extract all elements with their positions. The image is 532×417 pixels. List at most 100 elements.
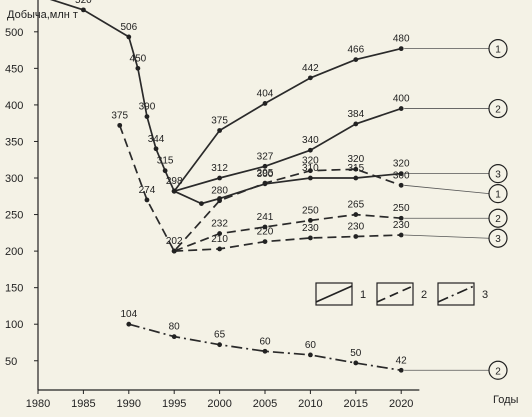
legend-swatch	[437, 285, 475, 303]
data-point	[262, 239, 268, 245]
data-point	[126, 321, 132, 327]
series-line	[173, 213, 402, 252]
data-label: 265	[347, 200, 364, 211]
data-label: 506	[120, 22, 137, 33]
data-label: 250	[393, 203, 410, 214]
x-tick-label: 1995	[162, 398, 186, 410]
axes: 1980 1985 1990 1995 2000 2005 2010 2015 2020 50 10…	[5, 0, 420, 410]
data-label: 344	[148, 134, 165, 145]
data-point	[398, 232, 404, 238]
data-label: 390	[139, 102, 156, 113]
data-label: 104	[120, 309, 137, 320]
data-label: 375	[111, 110, 128, 121]
series-marker-circle	[488, 164, 508, 184]
legend-swatch	[315, 285, 353, 303]
y-tick-label: 400	[5, 100, 23, 112]
series-marker-circle	[488, 184, 508, 204]
x-tick-label: 1990	[117, 398, 141, 410]
data-label: 300	[257, 169, 274, 180]
data-point	[398, 367, 404, 373]
data-label: 520	[75, 0, 92, 6]
data-point	[398, 171, 404, 177]
data-point	[199, 201, 204, 206]
marker-leader	[404, 234, 490, 239]
y-tick-label: 500	[5, 27, 23, 39]
data-label: 327	[257, 151, 274, 162]
data-point	[353, 360, 359, 366]
data-point	[81, 7, 86, 13]
data-point	[262, 101, 268, 106]
data-point	[353, 175, 359, 181]
data-label: 60	[305, 340, 317, 351]
legend: 1 2 3	[315, 282, 488, 306]
x-tick-label: 2005	[253, 398, 277, 410]
data-point	[171, 188, 177, 194]
data-point	[217, 246, 223, 252]
data-label: 340	[302, 135, 319, 146]
x-axis-title: Годы	[493, 394, 519, 406]
x-tick-label: 2015	[344, 398, 368, 410]
y-tick-label: 150	[5, 283, 23, 295]
data-point	[353, 121, 359, 127]
data-point	[308, 168, 313, 174]
legend-box	[437, 282, 475, 306]
series-line	[174, 234, 402, 252]
data-label: 450	[130, 53, 147, 64]
data-point	[308, 218, 313, 223]
data-label: 315	[157, 156, 174, 167]
series-line	[173, 107, 402, 193]
data-point	[308, 75, 313, 81]
y-tick-label: 200	[5, 246, 23, 258]
data-point	[153, 146, 159, 152]
y-tick-label: 350	[5, 136, 23, 148]
y-tick-label: 100	[5, 319, 23, 331]
data-label: 375	[211, 115, 228, 126]
data-label: 42	[396, 355, 408, 366]
data-point	[262, 348, 268, 354]
data-point	[217, 342, 223, 348]
series-line	[173, 172, 402, 205]
data-point	[135, 65, 141, 71]
series-marker-label: 2	[495, 105, 501, 116]
x-tick-label: 2010	[298, 398, 322, 410]
series-line	[173, 47, 402, 192]
y-tick-label: 550	[5, 0, 23, 2]
data-label: 384	[347, 109, 364, 120]
y-tick-label: 250	[5, 210, 23, 222]
data-point	[262, 163, 268, 169]
series-marker-circle	[488, 98, 508, 119]
data-label: 480	[393, 34, 410, 45]
data-label: 241	[257, 212, 274, 223]
legend-label: 3	[482, 289, 488, 301]
legend-label: 2	[421, 289, 427, 301]
data-point	[217, 198, 223, 204]
data-point	[217, 128, 223, 133]
series-layer: 5445205064503903443153754044424664801298…	[49, 0, 508, 380]
series-marker-label: 2	[495, 214, 501, 225]
series-marker-label: 2	[495, 366, 501, 377]
data-point	[117, 122, 123, 128]
data-label: 230	[302, 223, 319, 234]
data-point	[398, 215, 404, 221]
data-point	[398, 182, 404, 188]
data-point	[262, 180, 268, 186]
x-tick-label: 1980	[26, 398, 50, 410]
data-label: 300	[393, 170, 410, 181]
data-point	[398, 46, 404, 52]
legend-box	[376, 282, 414, 306]
data-label: 232	[211, 219, 228, 230]
series-marker-circle	[488, 39, 508, 59]
data-point	[308, 147, 313, 153]
data-point	[217, 175, 223, 181]
data-label: 320	[302, 156, 319, 167]
x-tick-label: 1985	[71, 398, 95, 410]
series-marker-label: 1	[495, 45, 501, 56]
data-label: 60	[259, 336, 271, 347]
data-label: 466	[347, 45, 364, 56]
y-tick-label: 300	[5, 173, 23, 185]
series-marker-label: 3	[495, 234, 501, 245]
x-tick-label: 2000	[207, 398, 231, 410]
y-tick-label: 450	[5, 63, 23, 75]
data-label: 312	[211, 163, 228, 174]
